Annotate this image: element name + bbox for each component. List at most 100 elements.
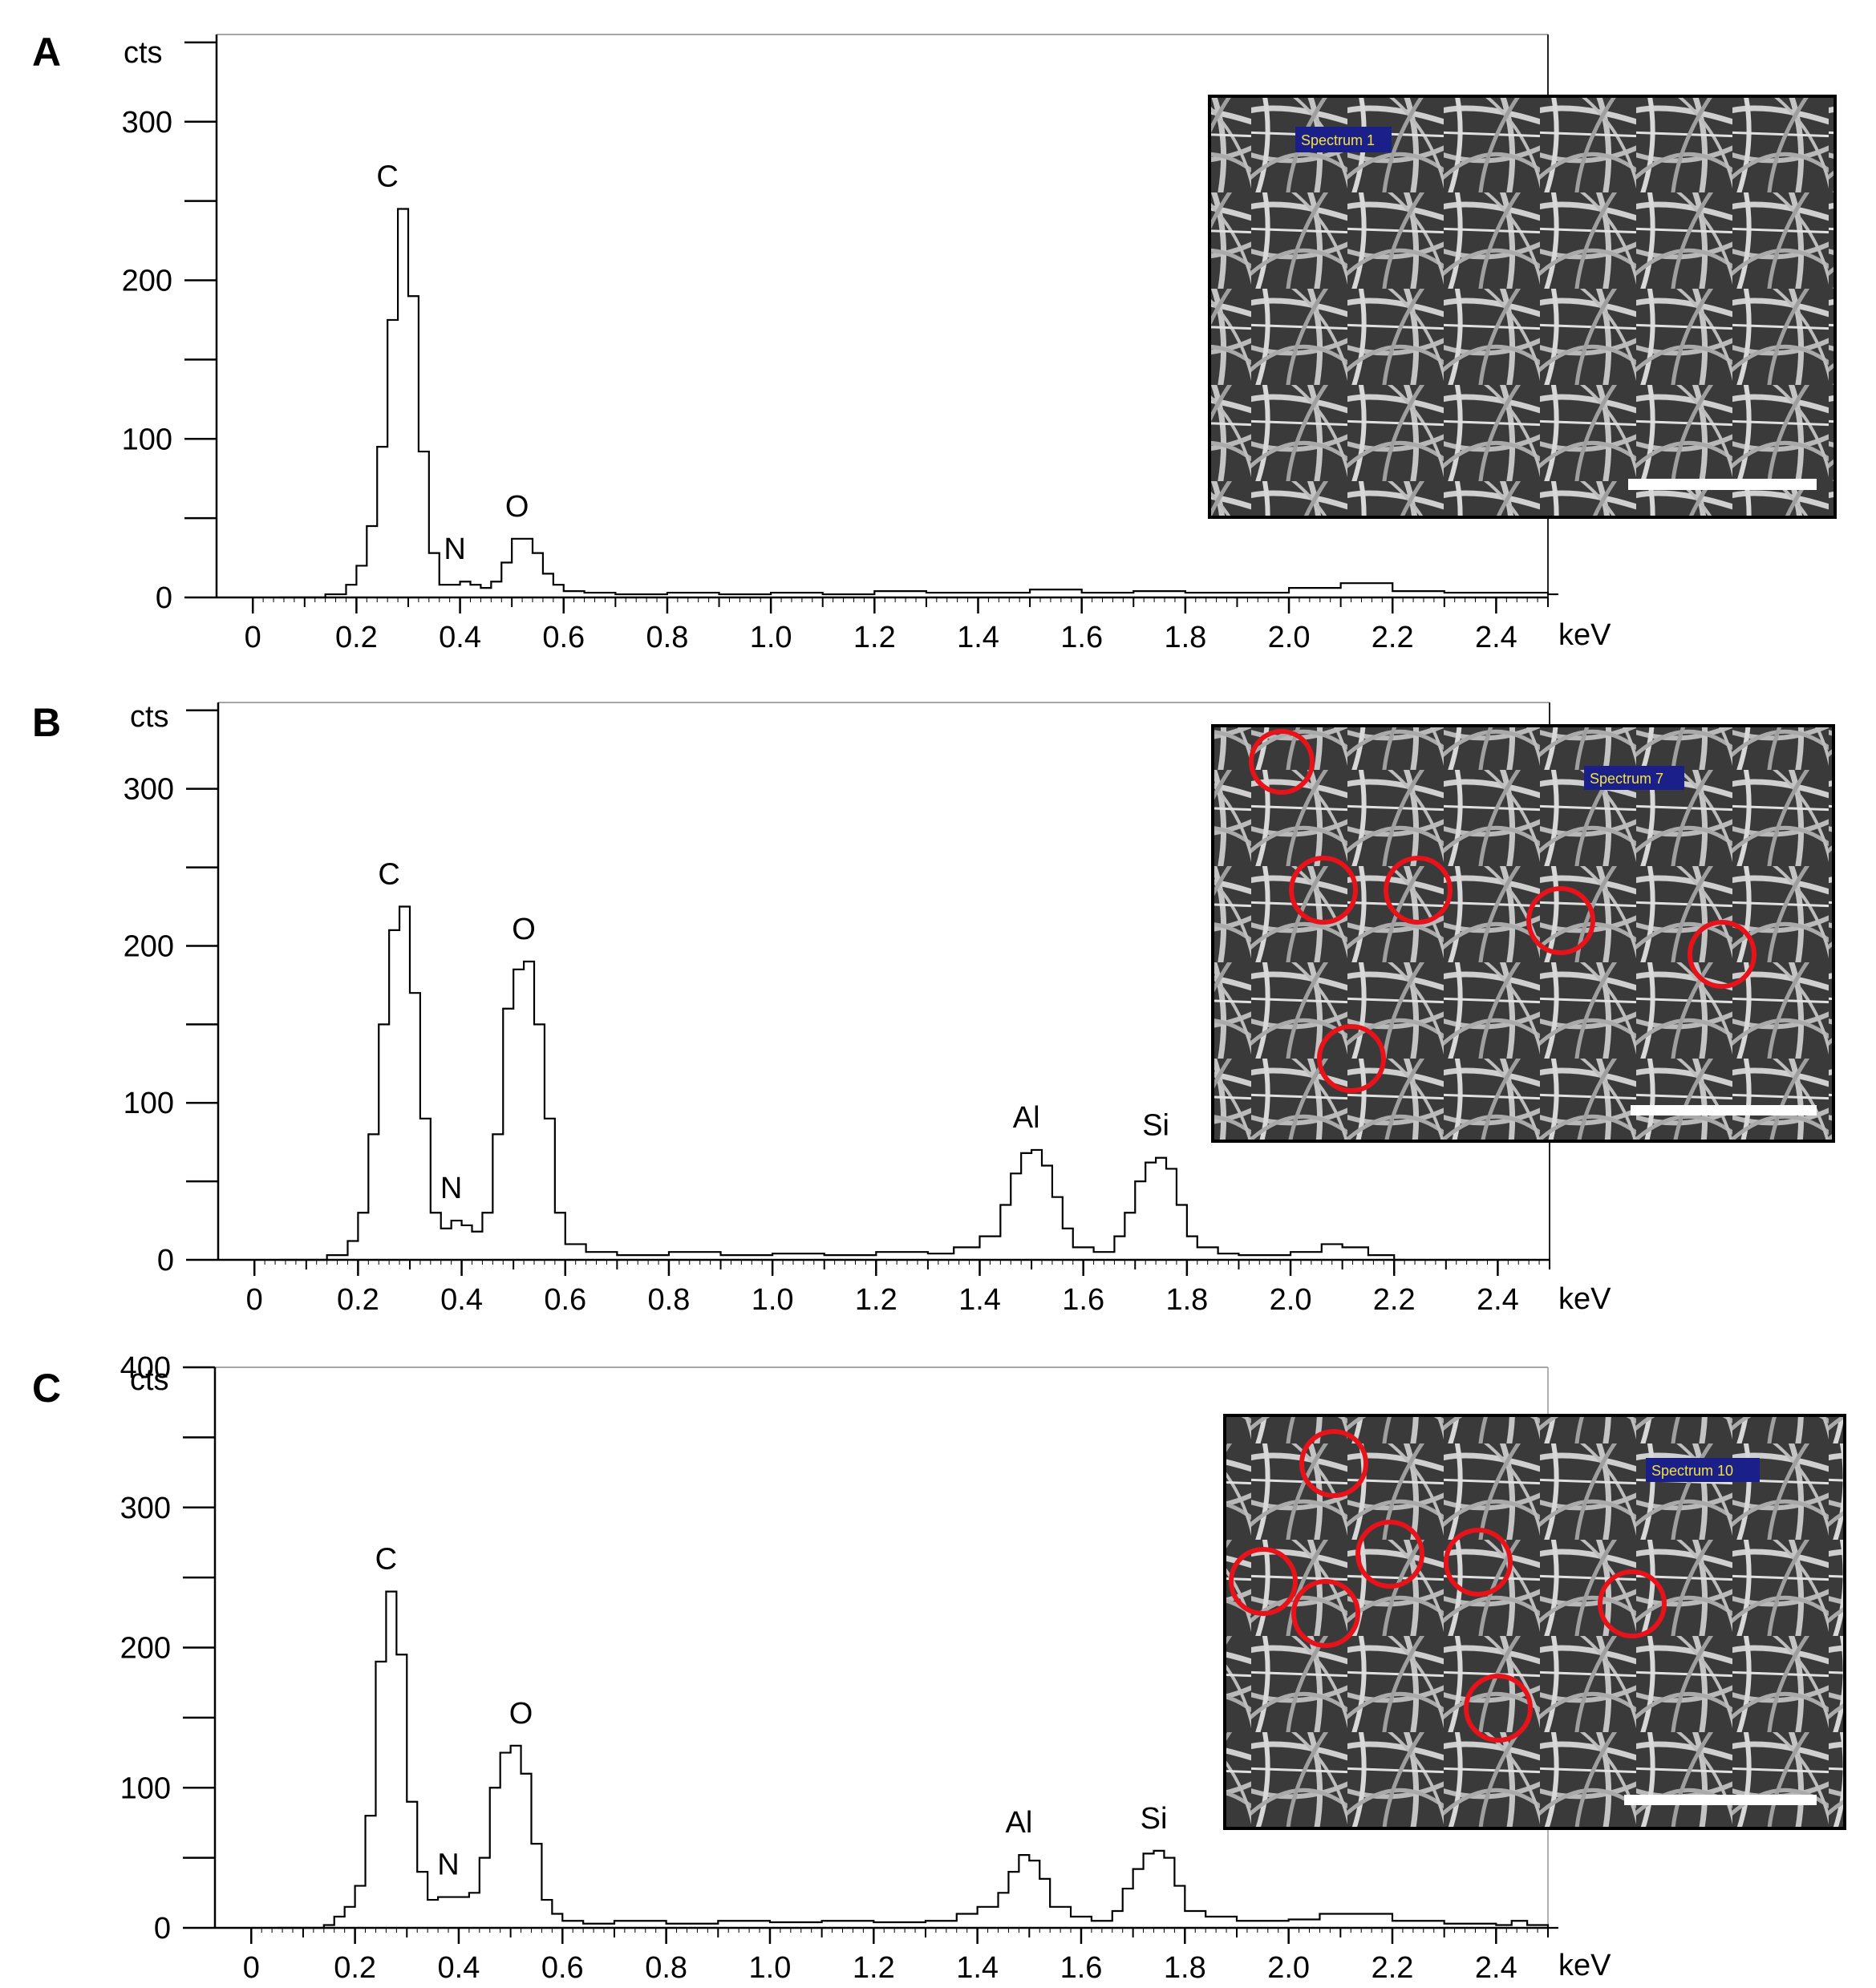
x-tick-label: 1.4: [957, 621, 999, 654]
y-tick-label: 0: [154, 1912, 171, 1945]
x-tick-label: 0.2: [337, 1283, 379, 1317]
x-tick-label: 1.6: [1060, 1951, 1103, 1985]
x-tick-label: 0: [245, 621, 261, 654]
y-axis-ticks: 0 100 200 300: [122, 41, 217, 615]
eds-panel-b: B cts 0 100 200 300 0 0.2 0.4 0.6 0.8 1.0 1.2 1.4 1…: [32, 700, 1835, 1317]
x-tick-label: 2.0: [1270, 1283, 1312, 1317]
x-tick-label: 2.2: [1373, 1283, 1416, 1317]
scale-bar: [1628, 479, 1817, 490]
x-tick-label: 1.4: [956, 1951, 999, 1985]
peak-label: O: [505, 490, 529, 524]
x-tick-label: 0: [243, 1951, 260, 1985]
x-tick-label: 0.8: [646, 621, 689, 654]
x-tick-label: 0.4: [439, 621, 481, 654]
spectrum-series-a: [278, 208, 1558, 599]
y-tick-label: 100: [124, 1087, 174, 1120]
y-tick-label: 300: [124, 773, 174, 807]
x-tick-label: 1.2: [855, 1283, 897, 1317]
x-tick-label: 1.6: [1060, 621, 1103, 654]
y-tick-label: 100: [122, 423, 172, 456]
x-tick-label: 2.2: [1372, 1951, 1414, 1985]
spectrum-series-b: [280, 905, 1405, 1261]
svg-text:A: A: [32, 30, 61, 75]
x-tick-label: 1.2: [853, 1951, 895, 1985]
y-axis-ticks: 0 100 200 300 400: [120, 1351, 215, 1945]
x-tick-label: 1.6: [1062, 1283, 1104, 1317]
x-tick-label: 0.4: [440, 1283, 483, 1317]
x-axis-ticks: 0 0.2 0.4 0.6 0.8 1.0 1.2 1.4 1.6 1.8 2.0 2.2 2.4: [243, 1928, 1549, 1985]
x-tick-label: 2.4: [1477, 1283, 1519, 1317]
peak-label: C: [375, 1543, 397, 1577]
x-tick-label: 0: [246, 1283, 263, 1317]
x-tick-label: 2.2: [1372, 621, 1414, 654]
peak-label: C: [376, 160, 398, 194]
peak-label: N: [437, 1848, 459, 1882]
peak-label: Si: [1142, 1109, 1169, 1143]
x-tick-label: 0.6: [542, 621, 585, 654]
y-tick-label: 400: [120, 1351, 171, 1385]
x-tick-label: 0.8: [645, 1951, 687, 1985]
x-tick-label: 0.4: [438, 1951, 480, 1985]
x-tick-label: 1.0: [750, 621, 792, 654]
x-axis-ticks: 0 0.2 0.4 0.6 0.8 1.0 1.2 1.4 1.6 1.8 2.0 2.2 2.4: [245, 597, 1549, 654]
x-tick-label: 0.2: [335, 621, 378, 654]
y-tick-label: 200: [120, 1632, 171, 1666]
y-axis-unit-label: cts: [130, 700, 169, 734]
y-axis-unit-label: cts: [124, 36, 163, 70]
x-tick-label: 1.0: [752, 1283, 794, 1317]
y-tick-label: 0: [157, 1244, 174, 1277]
scale-bar: [1631, 1105, 1817, 1115]
eds-panel-a: A cts 0 100 200 300 0 0.2 0.4 0.6 0.8 1.0 1.2 1.4 1…: [32, 30, 1837, 654]
x-axis-unit-label: keV: [1558, 618, 1611, 652]
peak-label: O: [512, 913, 536, 946]
x-tick-label: 1.4: [958, 1283, 1001, 1317]
x-axis-unit-label: keV: [1558, 1949, 1611, 1982]
peak-label: O: [509, 1697, 533, 1731]
x-axis-ticks: 0 0.2 0.4 0.6 0.8 1.0 1.2 1.4 1.6 1.8 2.0 2.2 2.4: [246, 1260, 1550, 1317]
spectrum-marker-label: Spectrum 7: [1590, 771, 1663, 787]
sem-inset-b: Spectrum 7: [1211, 724, 1835, 1143]
spectrum-marker-label: Spectrum 1: [1301, 132, 1375, 148]
x-tick-label: 1.0: [749, 1951, 792, 1985]
scale-bar: [1624, 1795, 1817, 1805]
y-axis-unit-label: cts: [130, 1363, 169, 1397]
peak-label: N: [444, 532, 465, 566]
peak-label: Al: [1013, 1101, 1040, 1135]
svg-text:B: B: [32, 700, 61, 745]
eds-panel-c: C cts 0 100 200 300 400 0 0.2 0.4 0.6 0.8 1.0 1.2 1…: [32, 1351, 1846, 1985]
x-tick-label: 1.8: [1164, 621, 1206, 654]
x-tick-label: 2.0: [1267, 1951, 1310, 1985]
y-tick-label: 300: [122, 106, 172, 140]
peak-label: N: [440, 1172, 462, 1205]
x-tick-label: 2.4: [1475, 621, 1517, 654]
x-tick-label: 1.8: [1164, 1951, 1206, 1985]
sem-inset-a: Spectrum 1: [1208, 95, 1837, 519]
x-tick-label: 0.6: [544, 1283, 586, 1317]
peak-labels: C N O Al Si: [375, 1543, 1168, 1882]
x-tick-label: 1.8: [1165, 1283, 1208, 1317]
sem-inset-c: Spectrum 10: [1223, 1414, 1846, 1830]
spectrum-marker-label: Spectrum 10: [1651, 1463, 1733, 1479]
svg-text:C: C: [32, 1366, 61, 1411]
peak-label: Si: [1141, 1802, 1168, 1836]
y-tick-label: 100: [120, 1771, 171, 1805]
x-tick-label: 0.6: [541, 1951, 584, 1985]
spectrum-series-c: [277, 1590, 1558, 1929]
peak-label: C: [378, 858, 399, 892]
particle-markers: [1229, 1429, 1667, 1743]
particle-markers: [1249, 729, 1756, 1093]
y-tick-label: 200: [124, 929, 174, 963]
x-tick-label: 1.2: [853, 621, 896, 654]
x-tick-label: 2.4: [1475, 1951, 1517, 1985]
y-axis-ticks: 0 100 200 300: [124, 709, 218, 1277]
peak-labels: C N O: [376, 160, 529, 567]
x-tick-label: 0.8: [648, 1283, 691, 1317]
x-tick-label: 0.2: [334, 1951, 376, 1985]
y-tick-label: 200: [122, 265, 172, 298]
peak-label: Al: [1005, 1806, 1032, 1840]
x-axis-unit-label: keV: [1558, 1282, 1611, 1316]
peak-labels: C N O Al Si: [378, 858, 1169, 1206]
y-tick-label: 0: [156, 581, 172, 615]
y-tick-label: 300: [120, 1492, 171, 1525]
